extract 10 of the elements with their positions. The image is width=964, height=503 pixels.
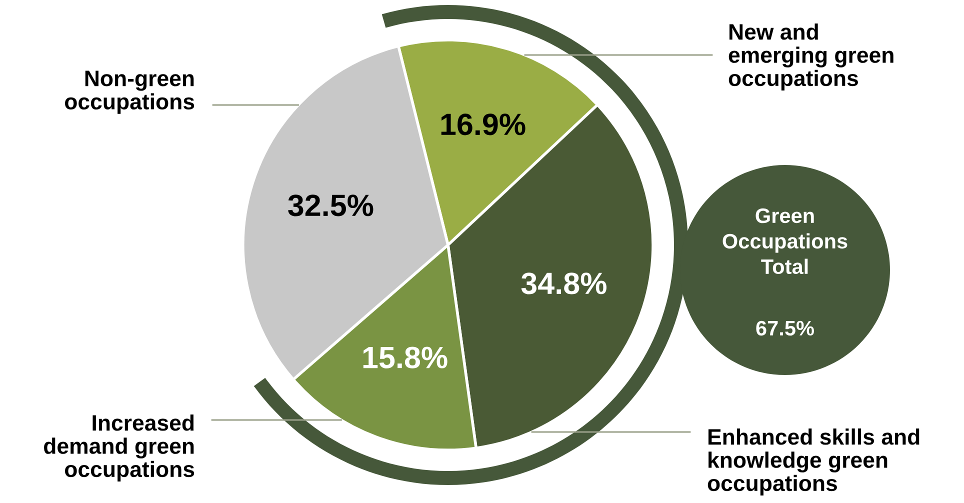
data-label: 16.9% [441, 114, 526, 136]
text: Green Occupations Total [722, 208, 848, 274]
slice-label: New and emerging green occupations [728, 23, 894, 91]
text: 67.5% [756, 320, 814, 336]
data-label: 34.8% [521, 272, 606, 294]
slice-label: Increased demand green occupations [44, 414, 194, 482]
data-label: 15.8% [363, 346, 448, 368]
data-label: 32.5% [288, 194, 374, 216]
slice-label: Enhanced skills and knowledge green occupations [708, 428, 920, 496]
slice-label: Non-green occupations [65, 70, 194, 114]
